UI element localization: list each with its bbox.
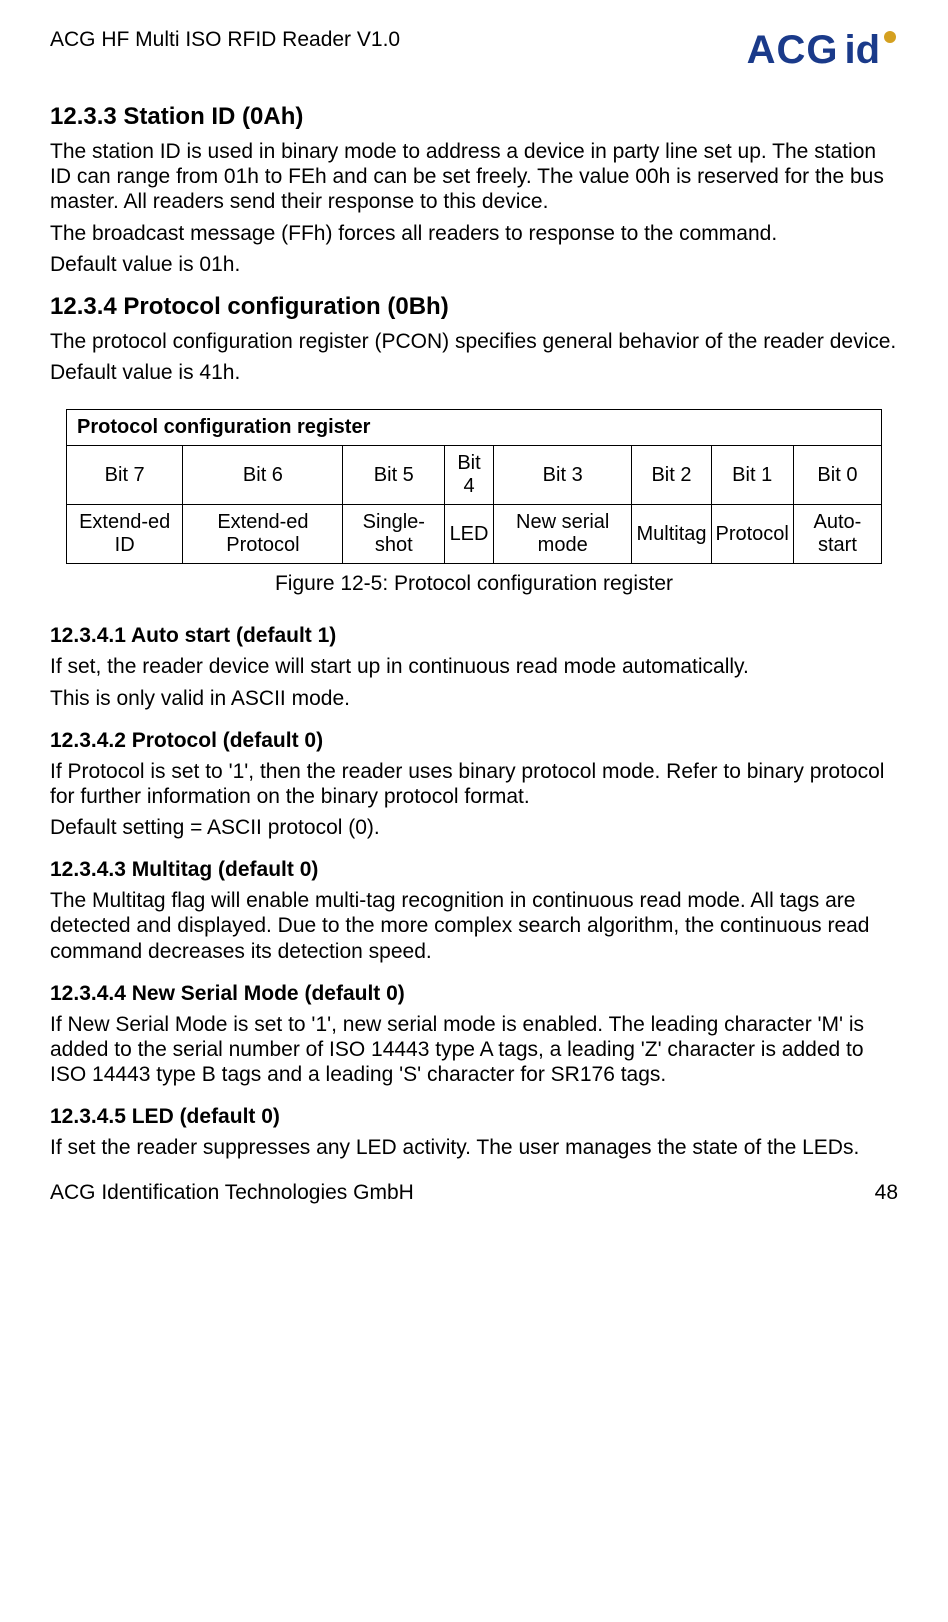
logo-acg-text: ACG: [747, 28, 839, 73]
footer-page-number: 48: [875, 1181, 898, 1205]
table-cell: Bit 6: [183, 446, 343, 505]
body-text: If set the reader suppresses any LED act…: [50, 1135, 898, 1160]
body-text: Default value is 41h.: [50, 360, 898, 385]
footer: ACG Identification Technologies GmbH 48: [50, 1181, 898, 1205]
protocol-config-table: Protocol configuration register Bit 7 Bi…: [66, 409, 882, 564]
table-cell: Bit 3: [493, 446, 632, 505]
logo-dot-icon: [884, 31, 896, 43]
table-cell: Bit 0: [793, 446, 881, 505]
table-row: Bit 7 Bit 6 Bit 5 Bit 4 Bit 3 Bit 2 Bit …: [67, 446, 882, 505]
body-text: This is only valid in ASCII mode.: [50, 686, 898, 711]
heading-protocol-config: 12.3.4 Protocol configuration (0Bh): [50, 293, 898, 321]
doc-title: ACG HF Multi ISO RFID Reader V1.0: [50, 28, 400, 52]
table-cell: Multitag: [632, 505, 711, 564]
body-text: If Protocol is set to '1', then the read…: [50, 759, 898, 809]
table-cell: Bit 4: [445, 446, 494, 505]
table-cell: Bit 1: [711, 446, 793, 505]
table-cell: New serial mode: [493, 505, 632, 564]
body-text: The Multitag flag will enable multi-tag …: [50, 888, 898, 964]
body-text: If New Serial Mode is set to '1', new se…: [50, 1012, 898, 1088]
logo-id-text: id: [844, 28, 880, 73]
header: ACG HF Multi ISO RFID Reader V1.0 ACG id: [50, 28, 898, 73]
heading-led: 12.3.4.5 LED (default 0): [50, 1105, 898, 1129]
figure-caption: Figure 12-5: Protocol configuration regi…: [66, 572, 882, 596]
table-cell: Bit 2: [632, 446, 711, 505]
logo: ACG id: [747, 28, 898, 73]
footer-company: ACG Identification Technologies GmbH: [50, 1181, 414, 1205]
table-cell: Protocol: [711, 505, 793, 564]
table-cell: Extend-ed ID: [67, 505, 183, 564]
body-text: The protocol configuration register (PCO…: [50, 329, 898, 354]
table-cell: Single-shot: [343, 505, 445, 564]
body-text: Default value is 01h.: [50, 252, 898, 277]
heading-new-serial-mode: 12.3.4.4 New Serial Mode (default 0): [50, 982, 898, 1006]
body-text: The station ID is used in binary mode to…: [50, 139, 898, 215]
page: ACG HF Multi ISO RFID Reader V1.0 ACG id…: [0, 0, 948, 1235]
body-text: The broadcast message (FFh) forces all r…: [50, 221, 898, 246]
heading-auto-start: 12.3.4.1 Auto start (default 1): [50, 624, 898, 648]
table-cell: LED: [445, 505, 494, 564]
table-cell: Auto-start: [793, 505, 881, 564]
table-cell: Extend-ed Protocol: [183, 505, 343, 564]
heading-station-id: 12.3.3 Station ID (0Ah): [50, 103, 898, 131]
heading-protocol: 12.3.4.2 Protocol (default 0): [50, 729, 898, 753]
table-title: Protocol configuration register: [67, 410, 882, 446]
table-container: Protocol configuration register Bit 7 Bi…: [50, 409, 898, 596]
table-cell: Bit 5: [343, 446, 445, 505]
table-cell: Bit 7: [67, 446, 183, 505]
table-row: Extend-ed ID Extend-ed Protocol Single-s…: [67, 505, 882, 564]
body-text: Default setting = ASCII protocol (0).: [50, 815, 898, 840]
heading-multitag: 12.3.4.3 Multitag (default 0): [50, 858, 898, 882]
body-text: If set, the reader device will start up …: [50, 654, 898, 679]
